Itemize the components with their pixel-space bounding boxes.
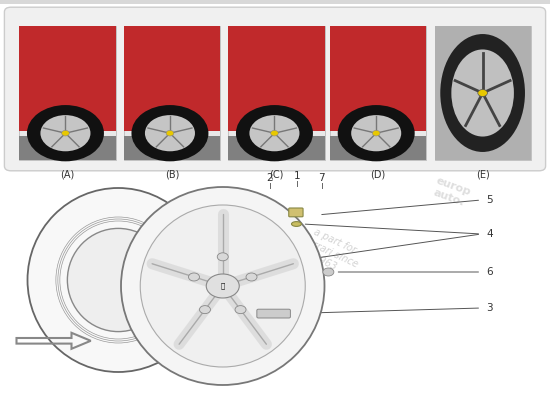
Ellipse shape	[28, 188, 209, 372]
Text: a part for
Ferrari since
1963: a part for Ferrari since 1963	[295, 224, 365, 280]
Circle shape	[235, 306, 246, 314]
Circle shape	[271, 130, 278, 136]
Ellipse shape	[140, 205, 305, 367]
Ellipse shape	[145, 115, 195, 151]
Circle shape	[189, 273, 200, 281]
Text: 7: 7	[318, 173, 325, 183]
Ellipse shape	[121, 187, 324, 385]
Bar	[228, 136, 324, 160]
Ellipse shape	[41, 115, 90, 151]
Circle shape	[217, 253, 228, 261]
FancyBboxPatch shape	[4, 7, 546, 171]
FancyBboxPatch shape	[289, 208, 303, 217]
Circle shape	[206, 274, 239, 298]
Circle shape	[372, 130, 380, 136]
Text: (E): (E)	[476, 169, 490, 179]
Ellipse shape	[249, 115, 299, 151]
Bar	[330, 26, 426, 130]
Ellipse shape	[236, 105, 313, 161]
Ellipse shape	[131, 105, 208, 161]
Text: (B): (B)	[164, 169, 179, 179]
Ellipse shape	[292, 222, 301, 226]
Ellipse shape	[441, 34, 525, 152]
Bar	[228, 26, 324, 130]
FancyBboxPatch shape	[257, 309, 290, 318]
Text: europ
auto.: europ auto.	[430, 176, 472, 208]
Bar	[124, 136, 220, 160]
Circle shape	[323, 268, 334, 276]
Circle shape	[62, 130, 69, 136]
Text: (A): (A)	[60, 169, 74, 179]
Text: (D): (D)	[371, 169, 386, 179]
Ellipse shape	[338, 105, 415, 161]
Bar	[124, 26, 220, 160]
Circle shape	[246, 273, 257, 281]
Ellipse shape	[452, 50, 514, 136]
Bar	[19, 136, 116, 160]
Bar	[434, 26, 531, 160]
Circle shape	[478, 90, 487, 96]
Bar	[124, 26, 220, 130]
Text: 6: 6	[486, 267, 493, 277]
Bar	[330, 26, 426, 160]
Circle shape	[200, 306, 211, 314]
Ellipse shape	[27, 105, 104, 161]
Ellipse shape	[351, 115, 401, 151]
Bar	[228, 26, 324, 160]
Circle shape	[166, 130, 174, 136]
Ellipse shape	[67, 228, 169, 332]
Bar	[434, 26, 531, 160]
Text: 4: 4	[486, 229, 493, 239]
Bar	[330, 136, 426, 160]
Text: 🐎: 🐎	[221, 283, 225, 289]
Bar	[19, 26, 116, 160]
Text: 2: 2	[266, 173, 273, 183]
Text: (C): (C)	[269, 169, 284, 179]
Text: 5: 5	[486, 195, 493, 205]
Bar	[19, 26, 116, 130]
Text: 3: 3	[486, 303, 493, 313]
Text: 1: 1	[294, 171, 300, 181]
